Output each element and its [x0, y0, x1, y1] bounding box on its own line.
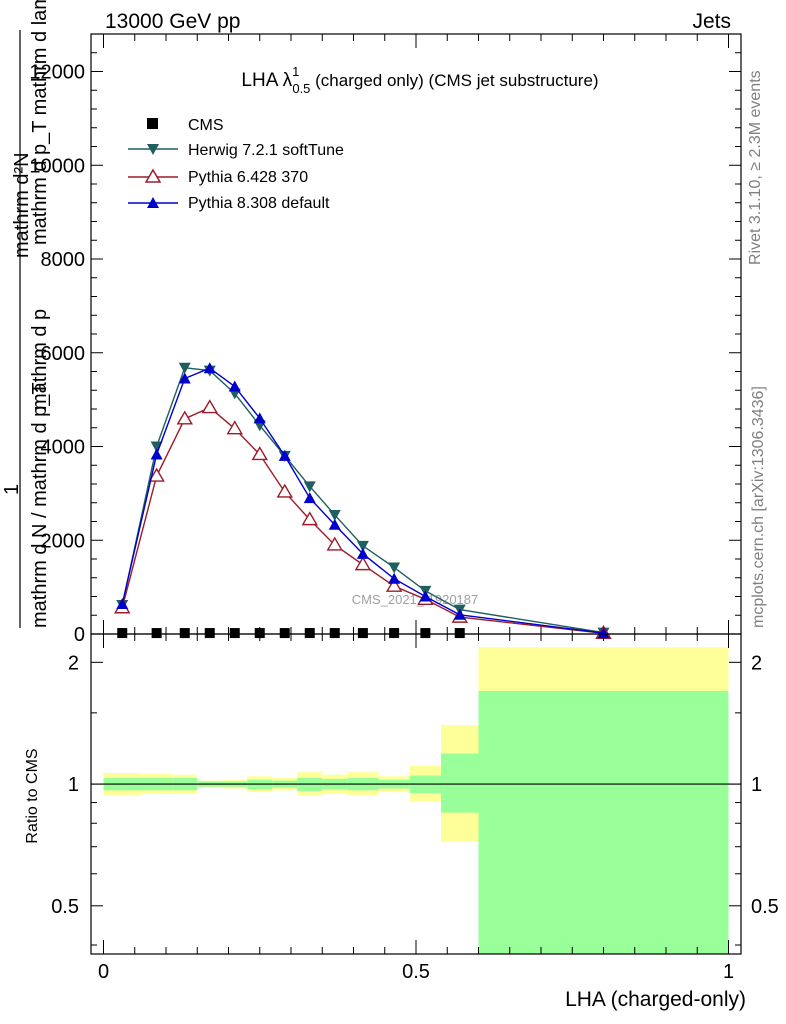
y-label-numerator-bottom: mathrm d p_T mathrm d lambda	[29, 0, 51, 245]
data-point-pythia6	[385, 577, 403, 592]
y-label-numerator-top: mathrm d²N	[11, 152, 33, 258]
data-point-pythia6	[326, 536, 343, 551]
data-point-cms	[117, 628, 128, 639]
data-point-pythia8	[253, 412, 266, 424]
ratio-tick-label: 1	[68, 774, 79, 796]
ratio-tick-label: 2	[68, 652, 79, 674]
legend-marker-cms	[147, 118, 158, 129]
y-tick-label: 12000	[29, 62, 85, 84]
legend-label-pythia6: Pythia 6.428 370	[188, 169, 308, 186]
ratio-y-axis: 0.5 0.5 1 1 2 2 0 0.5 1	[51, 634, 779, 983]
ratio-y-label: Ratio to CMS	[24, 748, 41, 843]
data-point-pythia8	[453, 608, 466, 620]
legend-marker-pythia6	[144, 168, 162, 183]
y-tick-label: 8000	[41, 249, 86, 271]
ratio-plot-frame	[90, 633, 742, 955]
legend-label-herwig: Herwig 7.2.1 softTune	[188, 142, 344, 159]
ratio-tick-label-right: 2	[751, 652, 762, 674]
data-point-pythia6	[301, 511, 318, 526]
data-point-pythia8	[178, 372, 191, 384]
data-point-pythia8	[419, 590, 432, 602]
data-point-pythia8	[278, 449, 291, 461]
data-point-cms	[151, 628, 162, 639]
side-label-rivet: Rivet 3.1.10, ≥ 2.3M events	[747, 70, 764, 265]
data-point-cms	[229, 628, 240, 639]
data-point-pythia8	[328, 518, 341, 530]
data-point-cms	[329, 628, 340, 639]
data-point-pythia6	[251, 446, 268, 461]
x-tick-label: 0.5	[402, 961, 430, 983]
data-point-cms	[389, 628, 400, 639]
data-point-pythia8	[303, 492, 316, 504]
data-point-pythia6	[276, 483, 293, 498]
data-point-herwig	[328, 509, 341, 521]
data-point-pythia8	[356, 547, 369, 559]
ratio-tick-label: 0.5	[51, 896, 79, 918]
data-point-pythia8	[388, 572, 401, 584]
header-right: Jets	[692, 10, 731, 33]
legend-marker-pythia8	[147, 197, 159, 208]
y-tick-label: 4000	[41, 437, 86, 459]
data-point-herwig	[388, 562, 401, 574]
plot-title: LHA λ1 0.5 (charged only) (CMS jet substr…	[241, 64, 598, 96]
series-line	[121, 367, 604, 634]
legend-marker-herwig	[147, 144, 159, 155]
ratio-tick-label-right: 0.5	[751, 896, 779, 918]
data-point-pythia8	[228, 380, 241, 392]
data-point-herwig	[303, 481, 316, 493]
data-point-pythia8	[150, 448, 163, 460]
data-point-herwig	[356, 540, 369, 552]
header-left: 13000 GeV pp	[105, 10, 240, 33]
data-point-pythia8	[116, 598, 129, 609]
data-point-cms	[304, 628, 315, 639]
y-label-denominator-extra: mathrm d p	[29, 309, 51, 410]
data-point-pythia6	[226, 420, 243, 435]
data-point-herwig	[178, 362, 191, 374]
y-tick-label: 6000	[41, 343, 86, 365]
y-tick-label: 2000	[41, 530, 86, 552]
legend-label-cms: CMS	[188, 117, 224, 134]
ratio-band-inner	[478, 690, 729, 954]
data-point-pythia6	[176, 410, 193, 425]
data-point-pythia6	[148, 467, 165, 482]
x-axis-label: LHA (charged-only)	[565, 988, 746, 1011]
data-point-cms	[357, 628, 368, 639]
y-tick-label: 0	[74, 624, 85, 646]
data-point-cms	[204, 628, 215, 639]
main-y-axis: 0 2000 4000 6000 8000 10000 12000	[29, 33, 741, 646]
y-label-one: 1	[1, 484, 23, 495]
data-point-pythia8	[597, 627, 610, 639]
legend-label-pythia8: Pythia 8.308 default	[188, 195, 330, 212]
data-point-pythia6	[201, 399, 218, 414]
ratio-band-inner	[441, 753, 479, 813]
legend: CMS Herwig 7.2.1 softTune Pythia 6.428 3…	[128, 117, 344, 212]
data-point-pythia8	[203, 362, 216, 374]
ratio-tick-label-right: 1	[751, 774, 762, 796]
y-label-denominator: mathrm d N / mathrm d p_T	[29, 382, 51, 628]
data-point-cms	[454, 628, 465, 639]
data-point-cms	[179, 628, 190, 639]
x-tick-label: 0	[98, 961, 109, 983]
ratio-bands-layer	[91, 647, 741, 954]
data-point-pythia6	[354, 556, 372, 571]
data-point-cms	[279, 628, 290, 639]
y-tick-label: 10000	[29, 155, 85, 177]
side-label-mcplots: mcplots.cern.ch [arXiv:1306.3436]	[750, 386, 767, 628]
data-point-cms	[254, 628, 265, 639]
data-point-herwig	[150, 441, 163, 453]
main-series-layer	[114, 362, 612, 639]
data-point-cms	[420, 628, 431, 639]
x-tick-label: 1	[723, 961, 734, 983]
main-y-axis-label: mathrm d²N mathrm d p_T mathrm d lambda …	[1, 0, 51, 628]
series-line	[121, 406, 604, 634]
